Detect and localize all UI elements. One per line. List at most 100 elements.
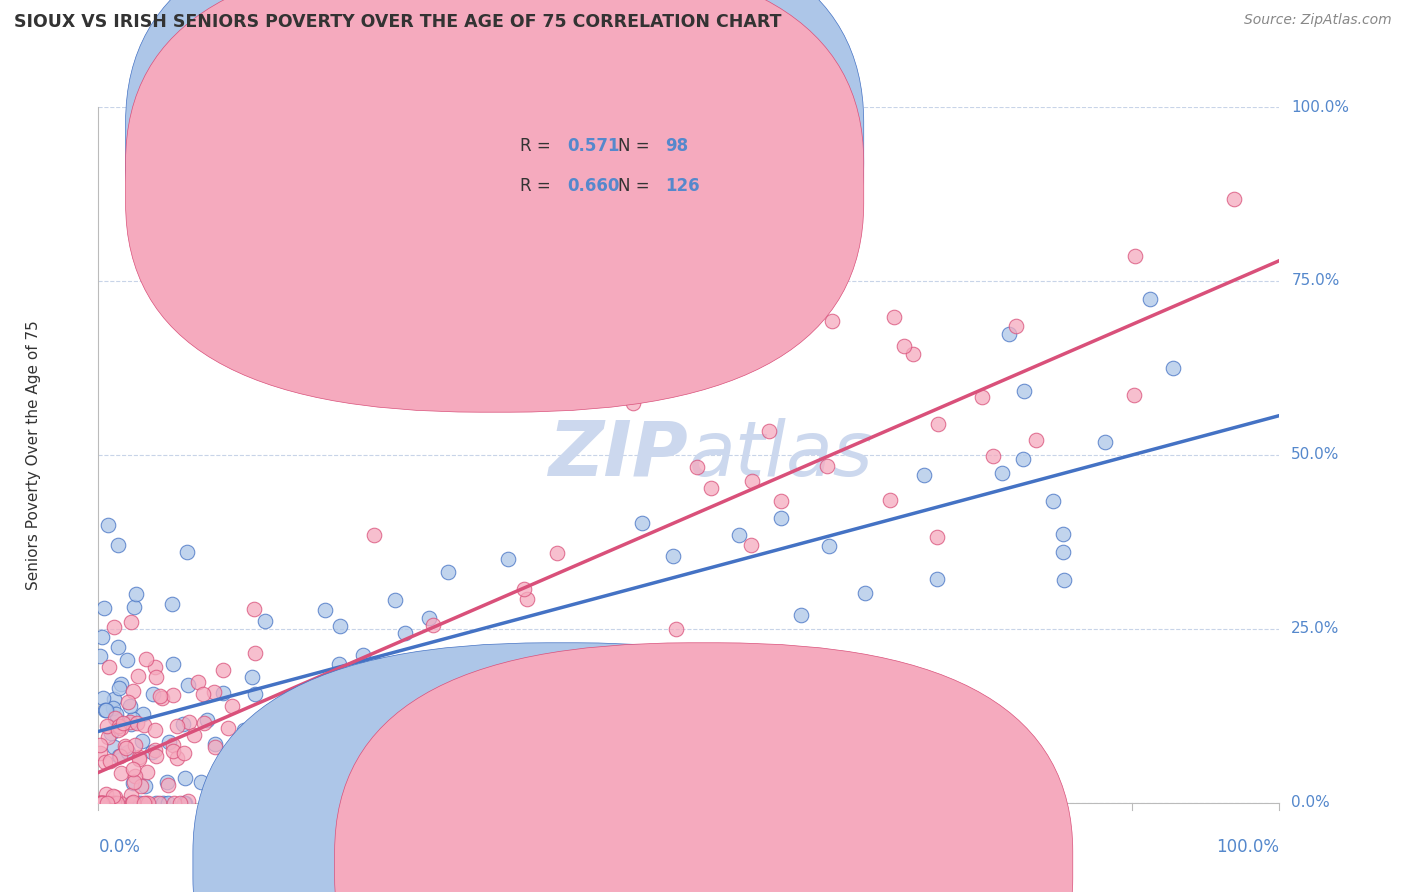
Point xyxy=(162,744,184,758)
Point xyxy=(187,675,209,690)
Point xyxy=(107,538,129,552)
Point xyxy=(247,755,270,769)
Point xyxy=(991,466,1014,480)
Point xyxy=(89,796,111,810)
Point xyxy=(512,724,534,739)
Point xyxy=(114,739,136,753)
Point xyxy=(299,712,322,726)
Point xyxy=(1052,545,1074,559)
Point xyxy=(162,688,184,702)
Point xyxy=(110,722,132,736)
Point xyxy=(1052,527,1074,541)
Point xyxy=(110,796,132,810)
Point xyxy=(433,694,456,708)
Point xyxy=(901,347,924,361)
Point xyxy=(329,618,352,632)
Point xyxy=(91,796,114,810)
Point xyxy=(90,796,112,810)
Point xyxy=(89,649,111,664)
Point xyxy=(173,796,195,810)
Text: R =: R = xyxy=(520,178,555,195)
Point xyxy=(997,326,1019,341)
Point xyxy=(305,719,328,733)
FancyBboxPatch shape xyxy=(125,0,863,372)
Text: Sioux: Sioux xyxy=(589,856,634,874)
Point xyxy=(309,713,332,727)
Point xyxy=(221,698,243,713)
Point xyxy=(156,775,179,789)
Text: 100.0%: 100.0% xyxy=(1291,100,1350,114)
Point xyxy=(121,796,143,810)
Point xyxy=(112,716,135,731)
Point xyxy=(156,778,179,792)
Point xyxy=(166,719,188,733)
Point xyxy=(328,657,350,671)
Point xyxy=(98,754,121,768)
Point xyxy=(91,691,114,706)
Point xyxy=(105,706,128,721)
Point xyxy=(195,714,218,728)
Point xyxy=(124,738,146,752)
Point xyxy=(277,719,299,733)
Point xyxy=(89,796,111,810)
Point xyxy=(135,652,157,666)
Point xyxy=(371,675,394,690)
FancyBboxPatch shape xyxy=(458,114,742,219)
Point xyxy=(169,796,191,810)
Point xyxy=(617,667,640,681)
Point xyxy=(108,749,131,764)
Point xyxy=(1223,192,1246,206)
Point xyxy=(769,511,792,525)
Point xyxy=(108,749,131,764)
Point xyxy=(152,796,174,810)
Point xyxy=(91,796,114,810)
Text: Seniors Poverty Over the Age of 75: Seniors Poverty Over the Age of 75 xyxy=(25,320,41,590)
Point xyxy=(121,762,143,776)
Point xyxy=(853,586,876,600)
Point xyxy=(94,755,117,769)
Point xyxy=(128,749,150,764)
Point xyxy=(1025,434,1047,448)
Point xyxy=(422,617,444,632)
Point xyxy=(790,608,813,623)
Text: 0.0%: 0.0% xyxy=(98,838,141,855)
Point xyxy=(136,796,159,810)
Point xyxy=(243,646,266,660)
Point xyxy=(134,796,156,810)
Point xyxy=(193,716,215,731)
Point xyxy=(166,750,188,764)
Point xyxy=(173,746,195,760)
Point xyxy=(384,592,406,607)
Point xyxy=(100,726,122,740)
Point xyxy=(305,697,328,711)
Point xyxy=(311,796,333,810)
Point xyxy=(156,796,179,810)
Point xyxy=(631,516,654,531)
Point xyxy=(879,492,901,507)
Point xyxy=(143,660,166,674)
Point xyxy=(758,425,780,439)
Point xyxy=(1005,318,1028,333)
Point xyxy=(925,573,948,587)
Text: R =: R = xyxy=(520,137,555,155)
Point xyxy=(128,752,150,766)
Point xyxy=(418,611,440,625)
Point xyxy=(162,657,184,672)
Point xyxy=(228,736,250,750)
Point xyxy=(157,735,180,749)
Point xyxy=(912,467,935,482)
Point xyxy=(132,717,155,731)
Point xyxy=(1053,574,1076,588)
Point xyxy=(89,746,111,760)
Point xyxy=(110,766,132,780)
Point xyxy=(124,587,146,601)
Text: 0.0%: 0.0% xyxy=(1291,796,1330,810)
Point xyxy=(1094,434,1116,449)
Text: 75.0%: 75.0% xyxy=(1291,274,1340,288)
Point xyxy=(394,625,416,640)
Point xyxy=(103,620,125,634)
Point xyxy=(97,660,120,674)
Point xyxy=(665,622,688,636)
Point xyxy=(124,769,146,783)
Point xyxy=(686,460,709,475)
